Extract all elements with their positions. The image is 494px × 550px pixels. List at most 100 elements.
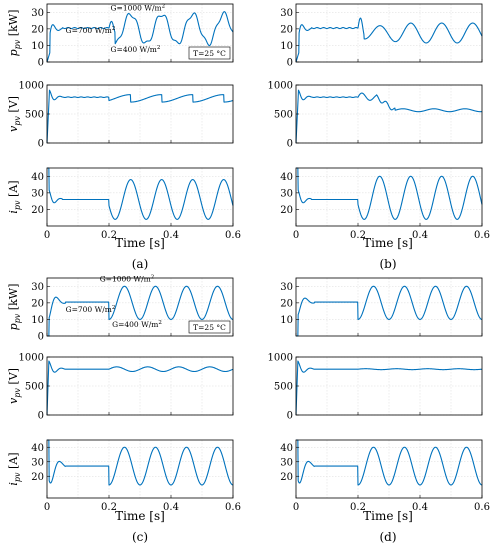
x-tick-label: 0.2 — [350, 230, 366, 241]
temperature-label: T=25 °C — [193, 323, 226, 332]
xlabel-c: Time [s] — [115, 509, 165, 523]
y-tick-label: 10 — [31, 41, 44, 52]
panel-c-i: 20 30 40 0 0.2 0.4 0.6 ipv [A] — [7, 439, 241, 513]
xlabel-d: Time [s] — [363, 509, 413, 523]
panel-b-v: 0 500 1000 — [268, 81, 483, 150]
y-tick-label: 40 — [31, 443, 44, 454]
series-line — [46, 89, 234, 144]
axis-frame — [46, 167, 234, 227]
y-tick-label: 0 — [287, 58, 293, 69]
temperature-label: T=25 °C — [193, 49, 226, 58]
annotation-label: G=700 W/m2 — [66, 305, 116, 314]
y-tick-label: 20 — [280, 24, 293, 35]
temperature-box — [188, 320, 231, 334]
annotation-label: G=700 W/m2 — [66, 26, 116, 35]
panel-c-v: 0 500 1000 vpv [V] — [7, 353, 234, 422]
panel-c-p: 0 10 20 30 ppv [kW] G=1000 W/m2 G=700 W/m2 G=40… — [7, 274, 234, 343]
x-tick-label: 0 — [293, 502, 299, 513]
x-tick-label: 0.6 — [474, 502, 490, 513]
y-tick-label: 20 — [280, 205, 293, 216]
y-tick-label: 0 — [38, 411, 44, 422]
caption-d: (d) — [379, 530, 396, 544]
x-tick-label: 0.4 — [412, 502, 428, 513]
caption-c: (c) — [132, 530, 148, 544]
xlabel-a: Time [s] — [115, 236, 165, 250]
axis-frame — [295, 167, 483, 227]
y-tick-label: 1000 — [268, 81, 293, 92]
y-tick-label: 0 — [38, 332, 44, 343]
x-tick-label: 0.4 — [163, 230, 179, 241]
y-tick-label: 0 — [38, 58, 44, 69]
panel-a-p: 0 10 20 30 ppv [kW] G=1000 W/m2 G=700 W/m2 G=40… — [7, 3, 234, 69]
series-line — [295, 17, 483, 63]
x-tick-label: 0 — [293, 230, 299, 241]
y-tick-label: 30 — [31, 8, 44, 19]
y-tick-label: 20 — [31, 24, 44, 35]
x-tick-label: 0.6 — [225, 230, 241, 241]
y-tick-label: 30 — [31, 188, 44, 199]
temperature-box — [188, 46, 231, 60]
y-axis-label: ipv [A] — [7, 180, 22, 213]
annotation-label: G=400 W/m2 — [111, 45, 161, 54]
axis-frame — [295, 439, 483, 499]
caption-b: (b) — [379, 257, 396, 271]
series-line — [46, 439, 234, 486]
y-tick-label: 20 — [280, 298, 293, 309]
x-tick-label: 0 — [44, 230, 50, 241]
panel-a-i: 20 30 40 0 0.2 0.4 0.6 ipv [A] — [7, 167, 241, 241]
y-axis-label: vpv [V] — [7, 96, 22, 132]
x-tick-label: 0.6 — [225, 502, 241, 513]
y-tick-label: 20 — [280, 472, 293, 483]
x-tick-label: 0.2 — [101, 502, 117, 513]
axis-frame — [46, 3, 234, 63]
y-tick-label: 500 — [25, 110, 44, 121]
y-tick-label: 30 — [31, 282, 44, 293]
y-tick-label: 30 — [280, 457, 293, 468]
y-tick-label: 20 — [31, 472, 44, 483]
series-line — [295, 89, 483, 144]
panel-a-v: 0 500 1000 vpv [V] — [7, 81, 234, 150]
x-tick-label: 0.6 — [474, 230, 490, 241]
x-tick-label: 0.4 — [412, 230, 428, 241]
series-line — [295, 439, 483, 486]
axis-frame — [295, 3, 483, 63]
y-tick-label: 10 — [280, 315, 293, 326]
axis-frame — [295, 277, 483, 337]
panel-d-p: 10 20 30 — [280, 277, 483, 337]
panel-b-i: 20 30 40 0 0.2 0.4 0.6 — [280, 167, 490, 241]
series-line — [295, 360, 483, 416]
series-line — [46, 285, 234, 337]
y-axis-label: ipv [A] — [7, 452, 22, 485]
series-line — [46, 167, 234, 220]
y-tick-label: 30 — [280, 282, 293, 293]
axis-frame — [46, 277, 234, 337]
x-tick-label: 0.2 — [350, 502, 366, 513]
annotation-label: G=1000 W/m2 — [111, 4, 166, 13]
y-tick-label: 40 — [280, 443, 293, 454]
y-tick-label: 500 — [274, 110, 293, 121]
y-tick-label: 0 — [287, 139, 293, 150]
y-tick-label: 30 — [31, 457, 44, 468]
y-tick-label: 20 — [31, 298, 44, 309]
y-axis-label: ppv [kW] — [7, 10, 22, 57]
y-tick-label: 500 — [25, 382, 44, 393]
series-line — [46, 360, 234, 416]
y-tick-label: 10 — [280, 41, 293, 52]
caption-a: (a) — [132, 257, 149, 271]
series-line — [295, 167, 483, 220]
y-tick-label: 40 — [31, 172, 44, 183]
y-tick-label: 20 — [31, 205, 44, 216]
y-tick-label: 30 — [280, 8, 293, 19]
x-tick-label: 0 — [44, 502, 50, 513]
annotation-label: G=1000 W/m2 — [100, 274, 155, 283]
y-axis-label: ppv [kW] — [7, 284, 22, 331]
y-tick-label: 500 — [274, 382, 293, 393]
x-tick-label: 0.2 — [101, 230, 117, 241]
panel-d-v: 0 500 1000 — [268, 353, 483, 422]
y-tick-label: 40 — [280, 172, 293, 183]
xlabel-b: Time [s] — [363, 236, 413, 250]
panel-d-i: 20 30 40 0 0.2 0.4 0.6 — [280, 439, 490, 513]
axis-frame — [46, 439, 234, 499]
y-tick-label: 1000 — [19, 81, 44, 92]
